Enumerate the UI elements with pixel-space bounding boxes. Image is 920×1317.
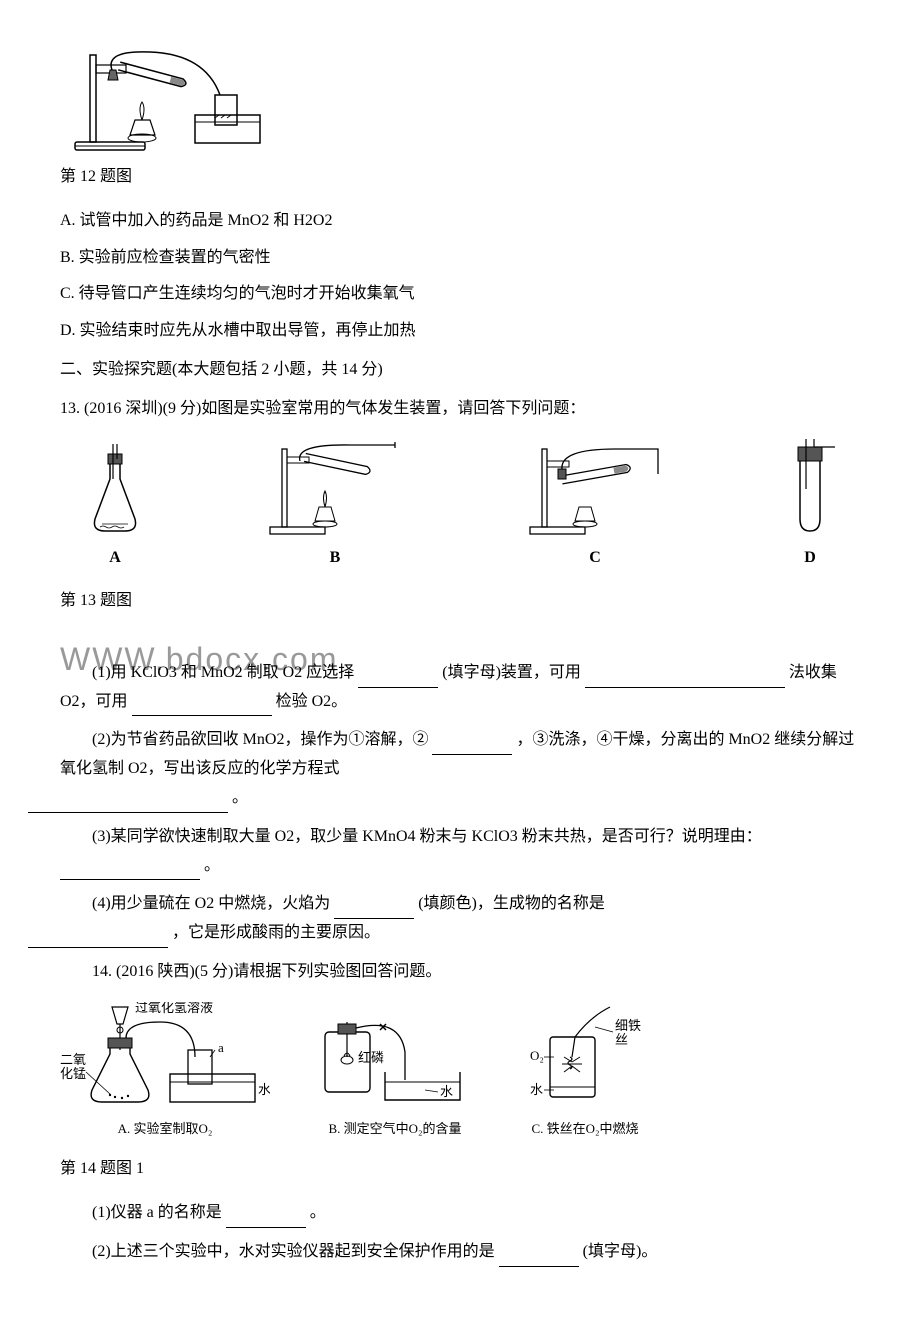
q13-label-a: A	[109, 544, 121, 573]
q13-part1-blank2[interactable]	[585, 668, 785, 687]
q13-part1-text-a: (1)用 KClO3 和 MnO2 制取 O2 应选择	[92, 664, 354, 681]
q14b-caption: B. 测定空气中O₂的含量	[328, 1117, 461, 1140]
q14c-label-o2: O₂	[530, 1048, 544, 1063]
q13-part4-text-a: (4)用少量硫在 O2 中燃烧，火焰为	[92, 895, 330, 912]
q13-part4-text-c: ，它是形成酸雨的主要原因。	[172, 924, 380, 941]
q14-apparatus-b: 红磷 水	[310, 1002, 480, 1112]
q12-option-c: C. 待导管口产生连续均匀的气泡时才开始收集氧气	[60, 280, 860, 309]
q13-part2-blank2[interactable]	[28, 794, 228, 813]
q14-part1-text-a: (1)仪器 a 的名称是	[92, 1204, 222, 1221]
q14b-label-p: 红磷	[358, 1050, 384, 1065]
q13-part2-text-c: 。	[232, 789, 248, 806]
q13-label-c: C	[589, 544, 601, 573]
q13-prompt: 13. (2016 深圳)(9 分)如图是实验室常用的气体发生装置，请回答下列问…	[60, 395, 860, 424]
q14-part1-text-b: 。	[310, 1204, 326, 1221]
q13-part3-text-b: 。	[204, 857, 220, 874]
q14a-label-a: a	[218, 1040, 224, 1055]
q14a-label-left2: 化锰	[60, 1066, 86, 1081]
q13-label-d: D	[804, 544, 816, 573]
section2-title: 二、实验探究题(本大题包括 2 小题，共 14 分)	[60, 356, 860, 385]
q14-part2-text-b: (填字母)。	[583, 1243, 658, 1260]
q13-part4-blank2[interactable]	[28, 929, 168, 948]
q14c-label-wire1: 细铁	[615, 1018, 641, 1033]
q14a-label-left1: 二氧	[60, 1052, 86, 1067]
q14-part1-blank[interactable]	[226, 1209, 306, 1228]
q13-part3-blank1[interactable]	[60, 861, 200, 880]
q13-part4-text-b: (填颜色)，生成物的名称是	[418, 895, 605, 912]
q13-part4: (4)用少量硫在 O2 中燃烧，火焰为 (填颜色)，生成物的名称是 ，它是形成酸…	[60, 890, 860, 948]
q14-part1: (1)仪器 a 的名称是 。	[60, 1199, 860, 1228]
q14b-label-water: 水	[440, 1084, 453, 1099]
q13-apparatus-b	[260, 439, 410, 539]
q14c-caption: C. 铁丝在O₂中燃烧	[531, 1117, 638, 1140]
q14-part2: (2)上述三个实验中，水对实验仪器起到安全保护作用的是 (填字母)。	[60, 1238, 860, 1267]
q14c-label-wire2: 丝	[615, 1032, 628, 1047]
q13-caption: 第 13 题图	[60, 587, 860, 616]
q13-part1-text-b: (填字母)装置，可用	[442, 664, 581, 681]
q13-part1: (1)用 KClO3 和 MnO2 制取 O2 应选择 (填字母)装置，可用 法…	[60, 659, 860, 717]
q14-caption: 第 14 题图 1	[60, 1155, 860, 1184]
q12-caption: 第 12 题图	[60, 163, 860, 192]
q14-apparatus-c: O₂ 水 细铁 丝	[520, 1002, 650, 1112]
q13-part1-blank3[interactable]	[132, 697, 272, 716]
q13-part3-text-a: (3)某同学欲快速制取大量 O2，取少量 KMnO4 粉末与 KClO3 粉末共…	[92, 828, 762, 845]
q12-option-b: B. 实验前应检查装置的气密性	[60, 244, 860, 273]
q13-apparatus-c	[520, 439, 670, 539]
q14-apparatus-row: 过氧化氢溶液 二氧 化锰 a 水 A. 实验室制取O₂	[60, 1002, 860, 1140]
q13-part3: (3)某同学欲快速制取大量 O2，取少量 KMnO4 粉末与 KClO3 粉末共…	[60, 823, 860, 881]
q14-prompt: 14. (2016 陕西)(5 分)请根据下列实验图回答问题。	[60, 958, 860, 987]
q13-apparatus-row: A B	[60, 439, 860, 573]
q14-apparatus-a: 过氧化氢溶液 二氧 化锰 a 水	[60, 1002, 270, 1112]
q14a-label-water: 水	[258, 1082, 270, 1097]
q13-label-b: B	[330, 544, 341, 573]
q13-apparatus-d	[780, 439, 840, 539]
q13-part2-text-a: (2)为节省药品欲回收 MnO2，操作为①溶解，②	[92, 731, 428, 748]
q13-apparatus-a	[80, 439, 150, 539]
q14a-caption: A. 实验室制取O₂	[118, 1117, 213, 1140]
q13-part1-blank1[interactable]	[358, 668, 438, 687]
q14c-label-water: 水	[530, 1082, 543, 1097]
q13-part2-blank1[interactable]	[432, 736, 512, 755]
q12-option-d: D. 实验结束时应先从水槽中取出导管，再停止加热	[60, 317, 860, 346]
q13-part2: (2)为节省药品欲回收 MnO2，操作为①溶解，② ，③洗涤，④干燥，分离出的 …	[60, 726, 860, 812]
q12-option-a: A. 试管中加入的药品是 MnO2 和 H2O2	[60, 207, 860, 236]
q14a-label-top: 过氧化氢溶液	[135, 1002, 213, 1015]
q13-part4-blank1[interactable]	[334, 900, 414, 919]
q12-apparatus-figure	[60, 40, 860, 155]
q13-part1-text-d: 检验 O2。	[276, 693, 348, 710]
q14-part2-text-a: (2)上述三个实验中，水对实验仪器起到安全保护作用的是	[92, 1243, 495, 1260]
q14-part2-blank[interactable]	[499, 1247, 579, 1266]
